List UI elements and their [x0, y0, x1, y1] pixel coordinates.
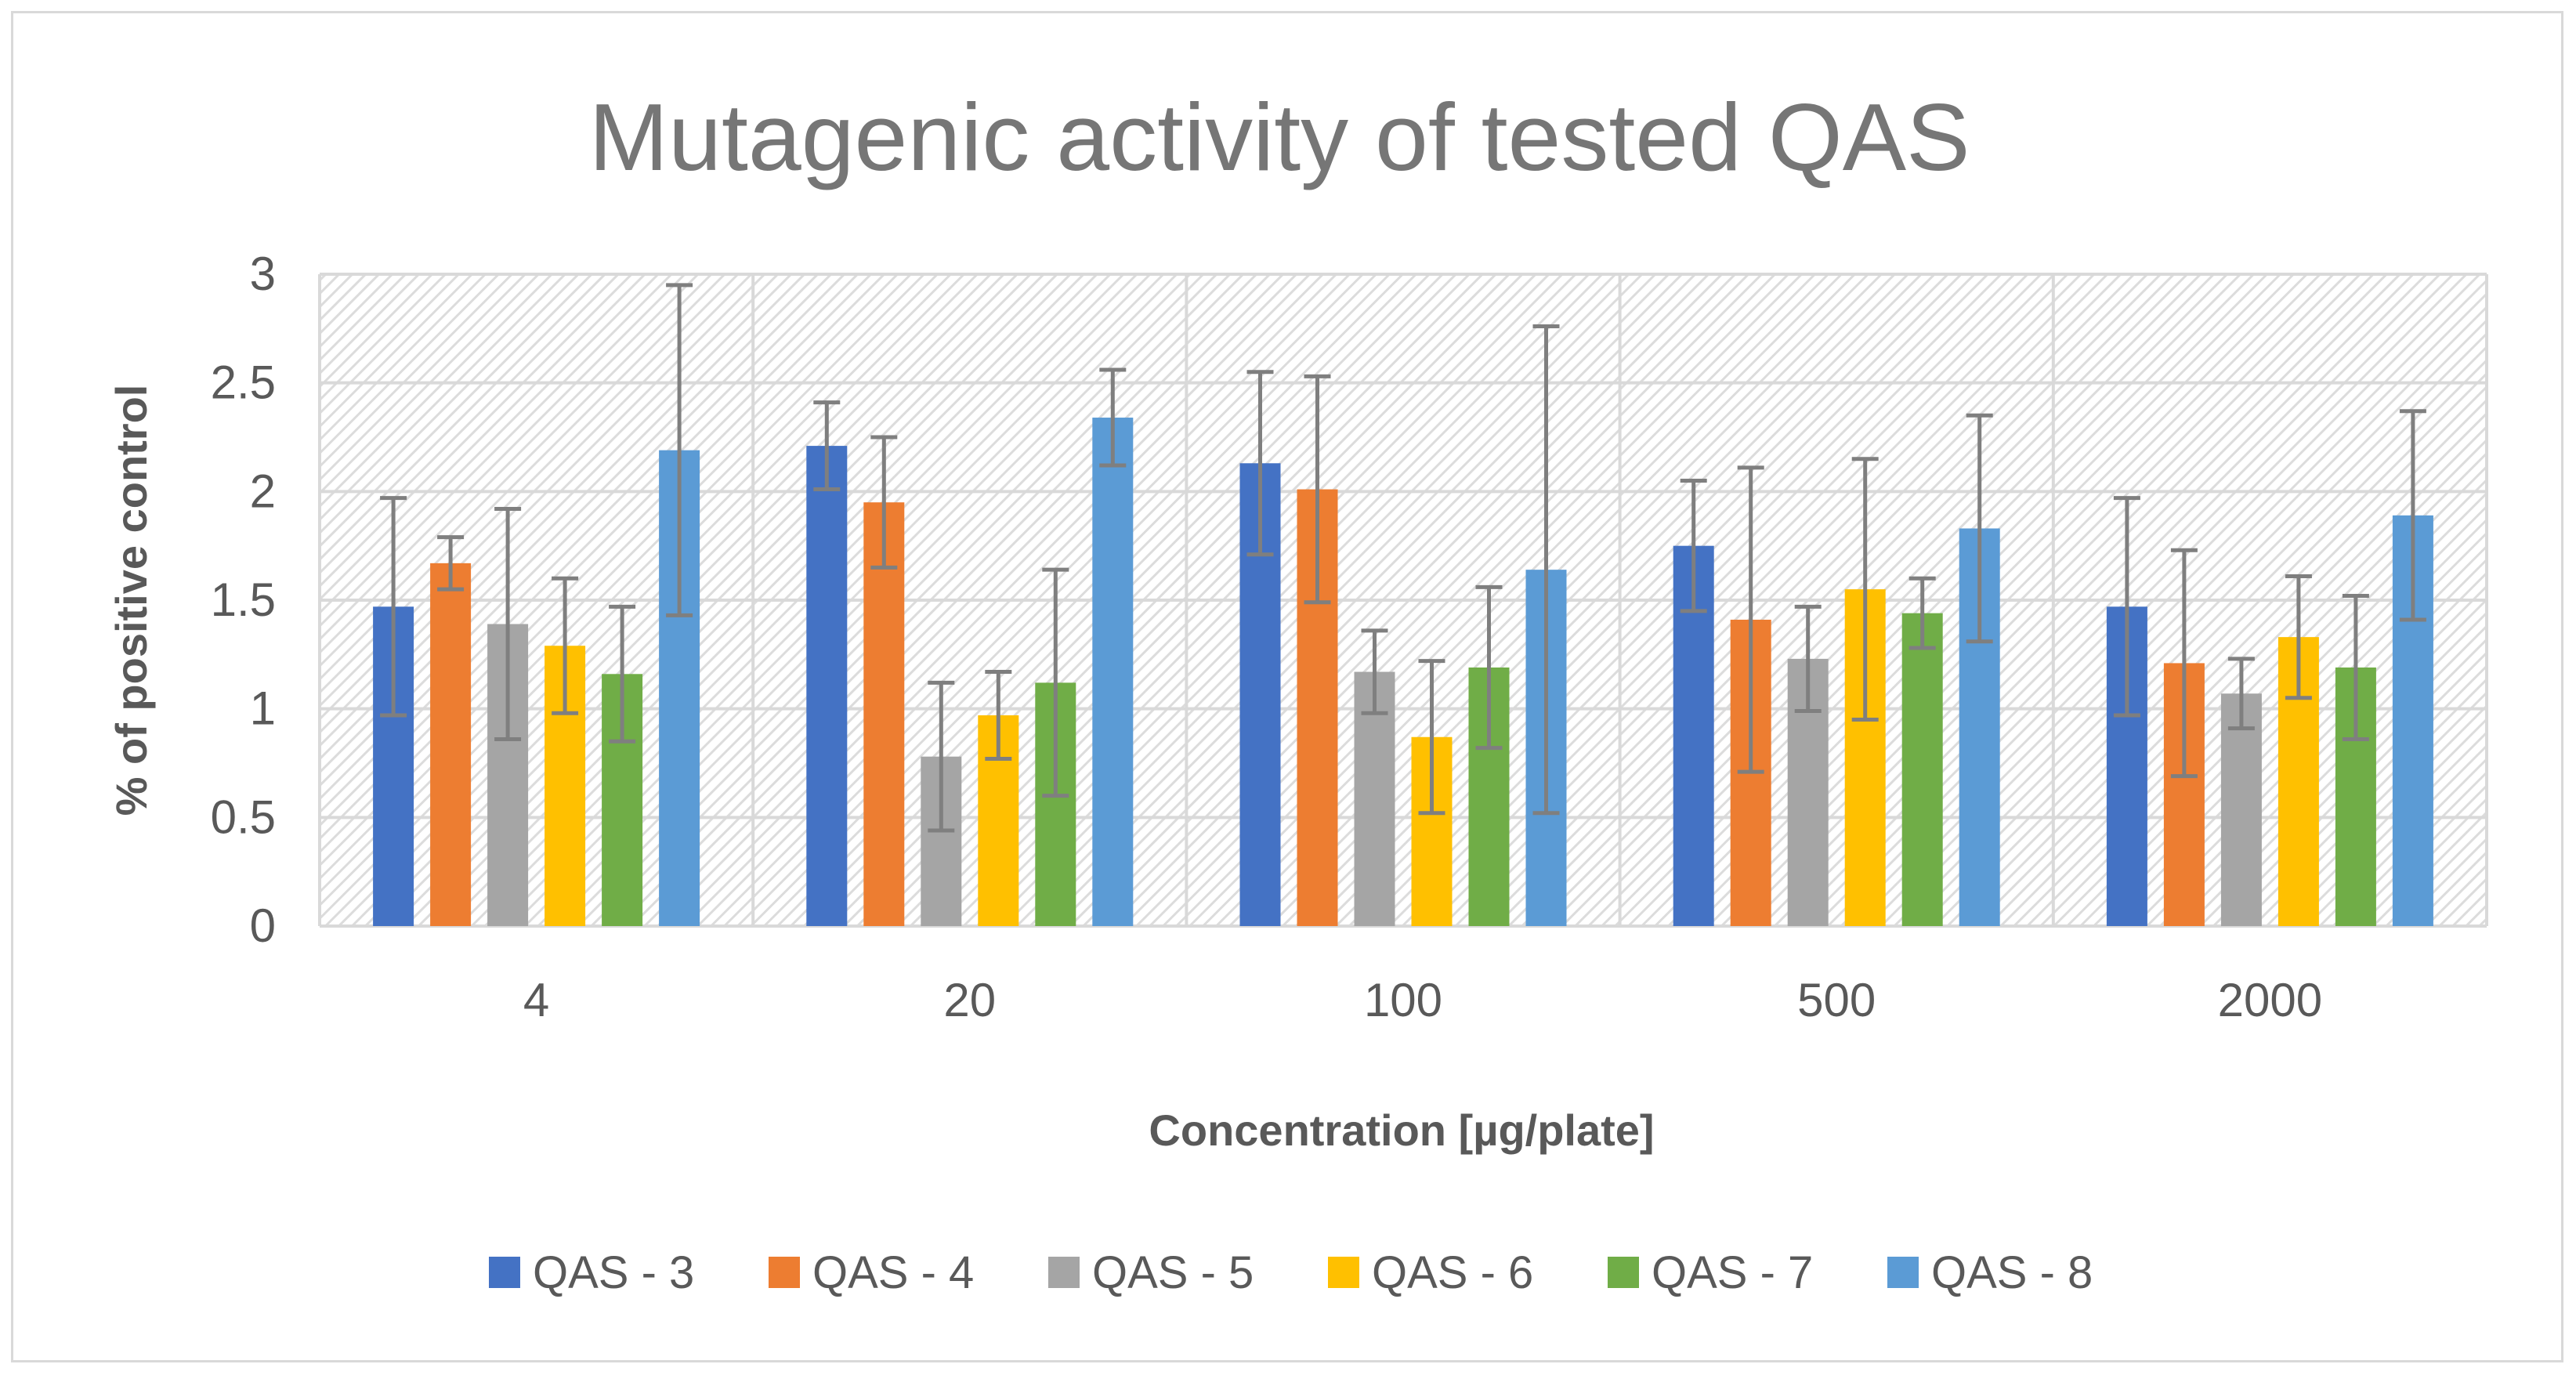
legend-swatch [1608, 1257, 1639, 1288]
error-bar [2342, 593, 2369, 741]
x-tick-label: 20 [943, 974, 996, 1026]
error-bar [1680, 478, 1707, 613]
x-axis-label: Concentration [µg/plate] [1149, 1105, 1654, 1155]
bar-qas-4-4 [430, 563, 472, 926]
x-tick-label: 4 [523, 974, 549, 1026]
legend-label: QAS - 7 [1652, 1247, 1813, 1298]
error-bar [1851, 457, 1879, 722]
error-bar [1418, 659, 1445, 816]
error-bar [1042, 567, 1069, 798]
y-tick-label: 1.5 [211, 574, 276, 626]
y-axis-ticks: 0 0.5 1 1.5 2 2.5 3 [211, 248, 276, 952]
error-bar [2113, 496, 2140, 718]
x-axis-ticks: 4 20 100 500 2000 [523, 974, 2322, 1026]
y-axis-label: % of positive control [107, 385, 156, 816]
y-tick-label: 3 [250, 248, 276, 300]
error-bar [1099, 367, 1127, 468]
chart-title: Mutagenic activity of tested QAS [588, 84, 1970, 190]
error-bar [1532, 324, 1560, 816]
error-bar [552, 576, 579, 715]
y-tick-label: 0.5 [211, 791, 276, 843]
legend: QAS - 3 QAS - 4 QAS - 5 QAS - 6 QAS - 7 QAS -… [489, 1247, 2093, 1298]
x-tick-label: 2000 [2218, 974, 2322, 1026]
error-bar [985, 670, 1012, 761]
chart-frame: Mutagenic activity of tested QAS 0 0.5 1 1.… [11, 11, 2563, 1362]
error-bar [1737, 465, 1764, 774]
error-bar [609, 604, 636, 744]
error-bar [1908, 576, 1936, 650]
x-tick-label: 500 [1797, 974, 1876, 1026]
legend-swatch [1328, 1257, 1359, 1288]
y-tick-label: 2 [250, 465, 276, 517]
legend-label: QAS - 8 [1931, 1247, 2093, 1298]
legend-swatch [1048, 1257, 1080, 1288]
error-bar [2285, 574, 2312, 700]
error-bar [813, 400, 841, 492]
error-bar [437, 535, 465, 592]
bar-qas-5-2000 [2220, 693, 2262, 926]
error-bar [1966, 413, 1993, 644]
error-bars [380, 283, 2426, 833]
bar-qas-7-500 [1901, 613, 1943, 926]
error-bar [1794, 604, 1822, 713]
error-bar [666, 283, 693, 617]
error-bar [1361, 628, 1388, 715]
x-tick-label: 100 [1364, 974, 1442, 1026]
legend-label: QAS - 5 [1092, 1247, 1254, 1298]
legend-swatch [1887, 1257, 1919, 1288]
legend-label: QAS - 6 [1372, 1247, 1533, 1298]
y-tick-label: 1 [250, 682, 276, 735]
error-bar [870, 435, 898, 570]
error-bar [928, 680, 955, 833]
error-bar [1475, 584, 1503, 751]
error-bar [380, 496, 407, 718]
bar-qas-3-20 [806, 446, 848, 926]
y-tick-label: 2.5 [211, 356, 276, 409]
chart-svg: Mutagenic activity of tested QAS 0 0.5 1 1.… [107, 84, 2488, 1298]
legend-swatch [769, 1257, 800, 1288]
error-bar [2227, 657, 2255, 731]
bar-qas-8-20 [1092, 418, 1134, 926]
legend-label: QAS - 3 [533, 1247, 694, 1298]
error-bar [2170, 548, 2198, 779]
legend-label: QAS - 4 [812, 1247, 974, 1298]
bar-qas-4-20 [863, 502, 905, 926]
error-bar [1246, 370, 1274, 557]
y-tick-label: 0 [250, 899, 276, 952]
error-bar [494, 507, 522, 741]
error-bar [1304, 374, 1331, 605]
error-bar [2399, 409, 2426, 622]
legend-swatch [489, 1257, 520, 1288]
